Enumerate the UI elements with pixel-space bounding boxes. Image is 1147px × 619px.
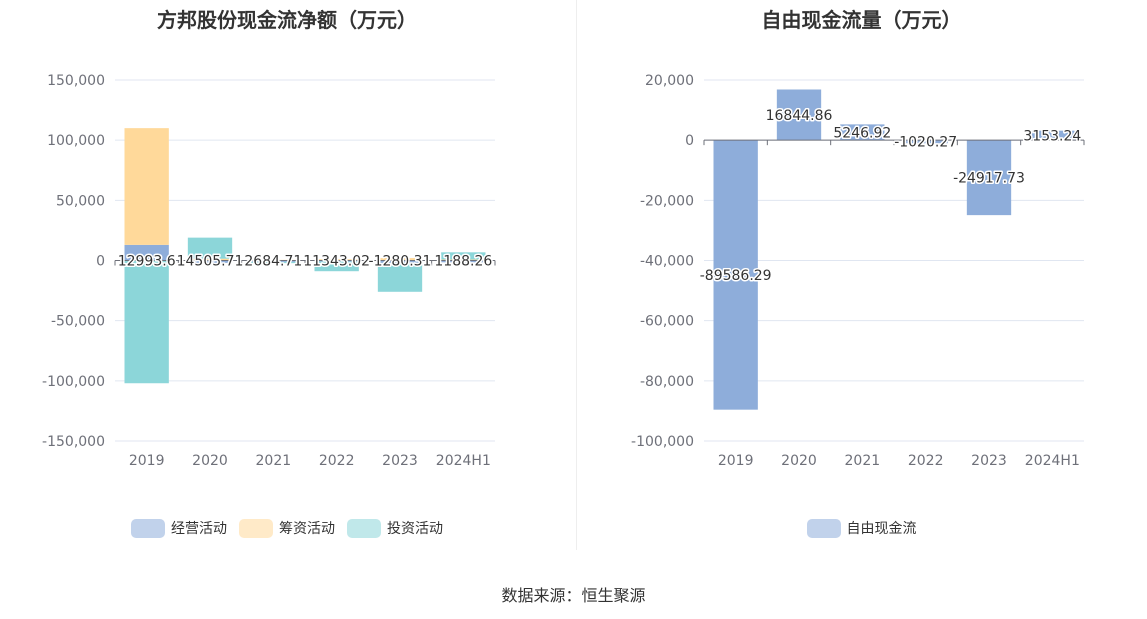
data-label: 5246.92 [833, 125, 891, 141]
legend-label: 投资活动 [387, 521, 443, 537]
x-tick-label: 2022 [319, 453, 355, 469]
y-tick-label: -80,000 [640, 374, 694, 390]
data-label: -24917.73 [953, 171, 1025, 187]
cashflow-net-legend: 经营活动 筹资活动 投资活动 [0, 518, 574, 542]
x-tick-label: 2020 [192, 453, 228, 469]
bar [713, 140, 758, 410]
x-tick-label: 2024H1 [436, 453, 491, 469]
bar [187, 260, 233, 263]
data-label: 1188.26 [434, 254, 492, 270]
bar [776, 89, 822, 141]
data-source-note: 数据来源：恒生聚源 [501, 586, 646, 605]
bar [903, 140, 948, 144]
legend-item[interactable]: 经营活动 [131, 518, 227, 538]
legend-label: 经营活动 [171, 521, 227, 537]
bar [441, 260, 486, 263]
bar [124, 260, 169, 384]
y-tick-label: -20,000 [640, 193, 694, 209]
x-tick-label: 2019 [129, 453, 165, 469]
data-label: 12993.6 [118, 254, 176, 270]
x-tick-label: 2021 [845, 453, 881, 469]
x-tick-label: 2023 [971, 453, 1007, 469]
y-tick-label: -40,000 [640, 254, 694, 270]
data-label: 14505.71 [177, 254, 244, 270]
x-tick-label: 2020 [781, 453, 817, 469]
chart-title: 自由现金流量（万元） [761, 8, 962, 32]
x-tick-label: 2019 [718, 453, 754, 469]
data-label: -1020.27 [894, 135, 957, 151]
bar [840, 124, 885, 141]
bar [314, 260, 359, 262]
bar [377, 262, 423, 292]
data-label: -1280.31 [369, 254, 432, 270]
free-cash-flow-chart: -100,000 -80,000 -60,000 -40,000 -20,000 0 20,… [631, 73, 1085, 469]
legend-label: 筹资活动 [279, 521, 335, 537]
bar [187, 237, 233, 259]
legend-swatch [239, 518, 273, 538]
legend-item[interactable]: 自由现金流 [806, 518, 917, 538]
y-tick-label: 50,000 [56, 193, 105, 209]
y-tick-label: 150,000 [47, 73, 105, 89]
chart-title: 方邦股份现金流净额（万元） [157, 8, 417, 32]
data-label: 16844.86 [766, 108, 833, 124]
legend-swatch [131, 518, 165, 538]
free-cash-flow-chart-panel: -100,000 -80,000 -60,000 -40,000 -20,000 0 20,… [576, 0, 1147, 560]
bar [251, 261, 296, 264]
cashflow-net-chart: -150,000 -100,000 -50,000 0 50,000 100,000 150… [42, 73, 496, 469]
y-tick-label: -150,000 [42, 434, 105, 450]
data-label: 2684.71 [244, 254, 302, 270]
bar [314, 261, 359, 272]
bar [1030, 130, 1075, 141]
bar [377, 260, 423, 263]
legend-item[interactable]: 投资活动 [347, 518, 443, 538]
legend-swatch [347, 518, 381, 538]
y-tick-label: -100,000 [42, 374, 105, 390]
y-tick-label: 0 [96, 254, 105, 270]
y-tick-label: 0 [685, 133, 694, 149]
y-tick-label: 20,000 [645, 73, 694, 89]
x-tick-label: 2023 [382, 453, 418, 469]
x-tick-label: 2024H1 [1025, 453, 1080, 469]
x-tick-label: 2022 [908, 453, 944, 469]
bar [314, 259, 359, 261]
data-label: -89586.29 [700, 268, 772, 284]
bar [251, 260, 296, 262]
y-tick-label: -50,000 [51, 314, 105, 330]
data-label: 3153.24 [1023, 128, 1081, 144]
legend-item[interactable]: 筹资活动 [239, 518, 335, 538]
bar [966, 140, 1012, 216]
bar [187, 258, 233, 261]
free-cash-flow-legend: 自由现金流 [576, 518, 1147, 542]
legend-swatch [806, 518, 841, 538]
bar [377, 258, 423, 261]
x-tick-label: 2021 [256, 453, 292, 469]
panel-divider [576, 0, 577, 550]
y-tick-label: -100,000 [631, 434, 694, 450]
y-tick-label: -60,000 [640, 314, 694, 330]
cashflow-net-chart-panel: -150,000 -100,000 -50,000 0 50,000 100,000 150… [0, 0, 574, 560]
bar [124, 128, 169, 245]
data-label: 11343.02 [303, 254, 370, 270]
y-tick-label: 100,000 [47, 133, 105, 149]
bar [124, 244, 169, 261]
legend-label: 自由现金流 [846, 521, 917, 537]
bar [441, 252, 486, 260]
